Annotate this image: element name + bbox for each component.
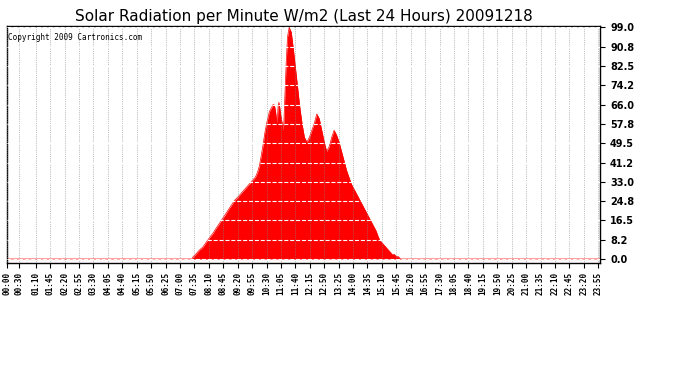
Text: Copyright 2009 Cartronics.com: Copyright 2009 Cartronics.com: [8, 33, 142, 42]
Title: Solar Radiation per Minute W/m2 (Last 24 Hours) 20091218: Solar Radiation per Minute W/m2 (Last 24…: [75, 9, 533, 24]
